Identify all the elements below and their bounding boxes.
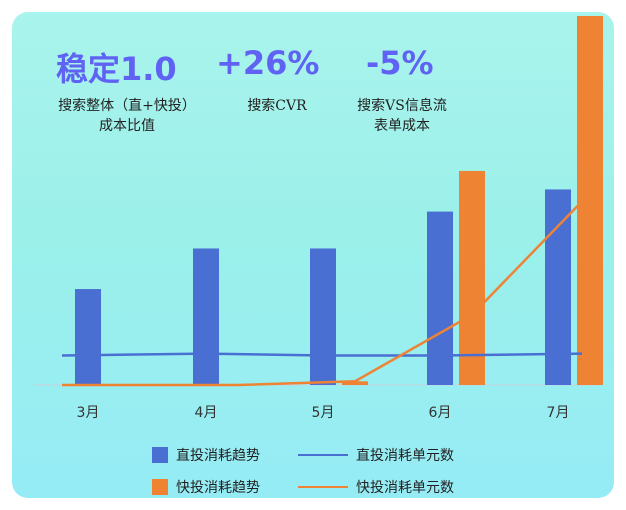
bar-fast-3 [342,381,368,385]
bar-direct-3 [310,248,336,385]
bar-direct-5 [545,189,571,385]
line-direct [61,352,583,357]
stat-label-line: 搜索VS信息流 [357,98,447,114]
legend-label-line2: 快投消耗单元数 [356,480,454,496]
stat-label-cvr: 搜索CVR [212,95,342,115]
bar-direct-2 [193,248,219,385]
legend-line-direct [298,454,348,456]
stat-label-form-cost: 搜索VS信息流 表单成本 [327,95,477,135]
legend-item-bar1: 直投消耗趋势 [152,445,260,465]
legend-item-line2: 快投消耗单元数 [298,477,454,497]
x-tick-label: 4月 [195,405,218,421]
chart-svg: 3月 4月 5月 6月 7月 [34,16,603,421]
bar-direct-1 [75,289,101,385]
legend-item-line1: 直投消耗单元数 [298,445,454,465]
legend-line-fast [298,486,348,488]
x-tick-label: 7月 [547,405,570,421]
stat-value-form-cost: -5% [366,44,434,82]
stat-value-stability: 稳定1.0 [56,50,177,88]
chart-card: 稳定1.0 搜索整体（直+快投） 成本比值 +26% 搜索CVR -5% 搜索V… [12,12,614,498]
stat-label-line: 搜索整体（直+快投） [58,98,196,114]
x-tick-label: 5月 [312,405,335,421]
legend-label-bar2: 快投消耗趋势 [176,480,260,496]
bar-direct-4 [427,211,453,385]
x-tick-label: 3月 [77,405,100,421]
stat-label-stability: 搜索整体（直+快投） 成本比值 [32,95,222,135]
bar-fast-5 [577,16,603,385]
legend-item-bar2: 快投消耗趋势 [152,477,260,497]
stat-label-line: 表单成本 [374,118,430,134]
stat-value-cvr: +26% [216,44,320,82]
line-fast [62,192,591,387]
legend-swatch-direct [152,447,168,463]
x-tick-label: 6月 [429,405,452,421]
legend-swatch-fast [152,479,168,495]
legend-label-bar1: 直投消耗趋势 [176,448,260,464]
stat-label-line: 搜索CVR [247,98,307,114]
legend-label-line1: 直投消耗单元数 [356,448,454,464]
stat-label-line: 成本比值 [99,118,155,134]
bar-fast-4 [459,170,485,385]
